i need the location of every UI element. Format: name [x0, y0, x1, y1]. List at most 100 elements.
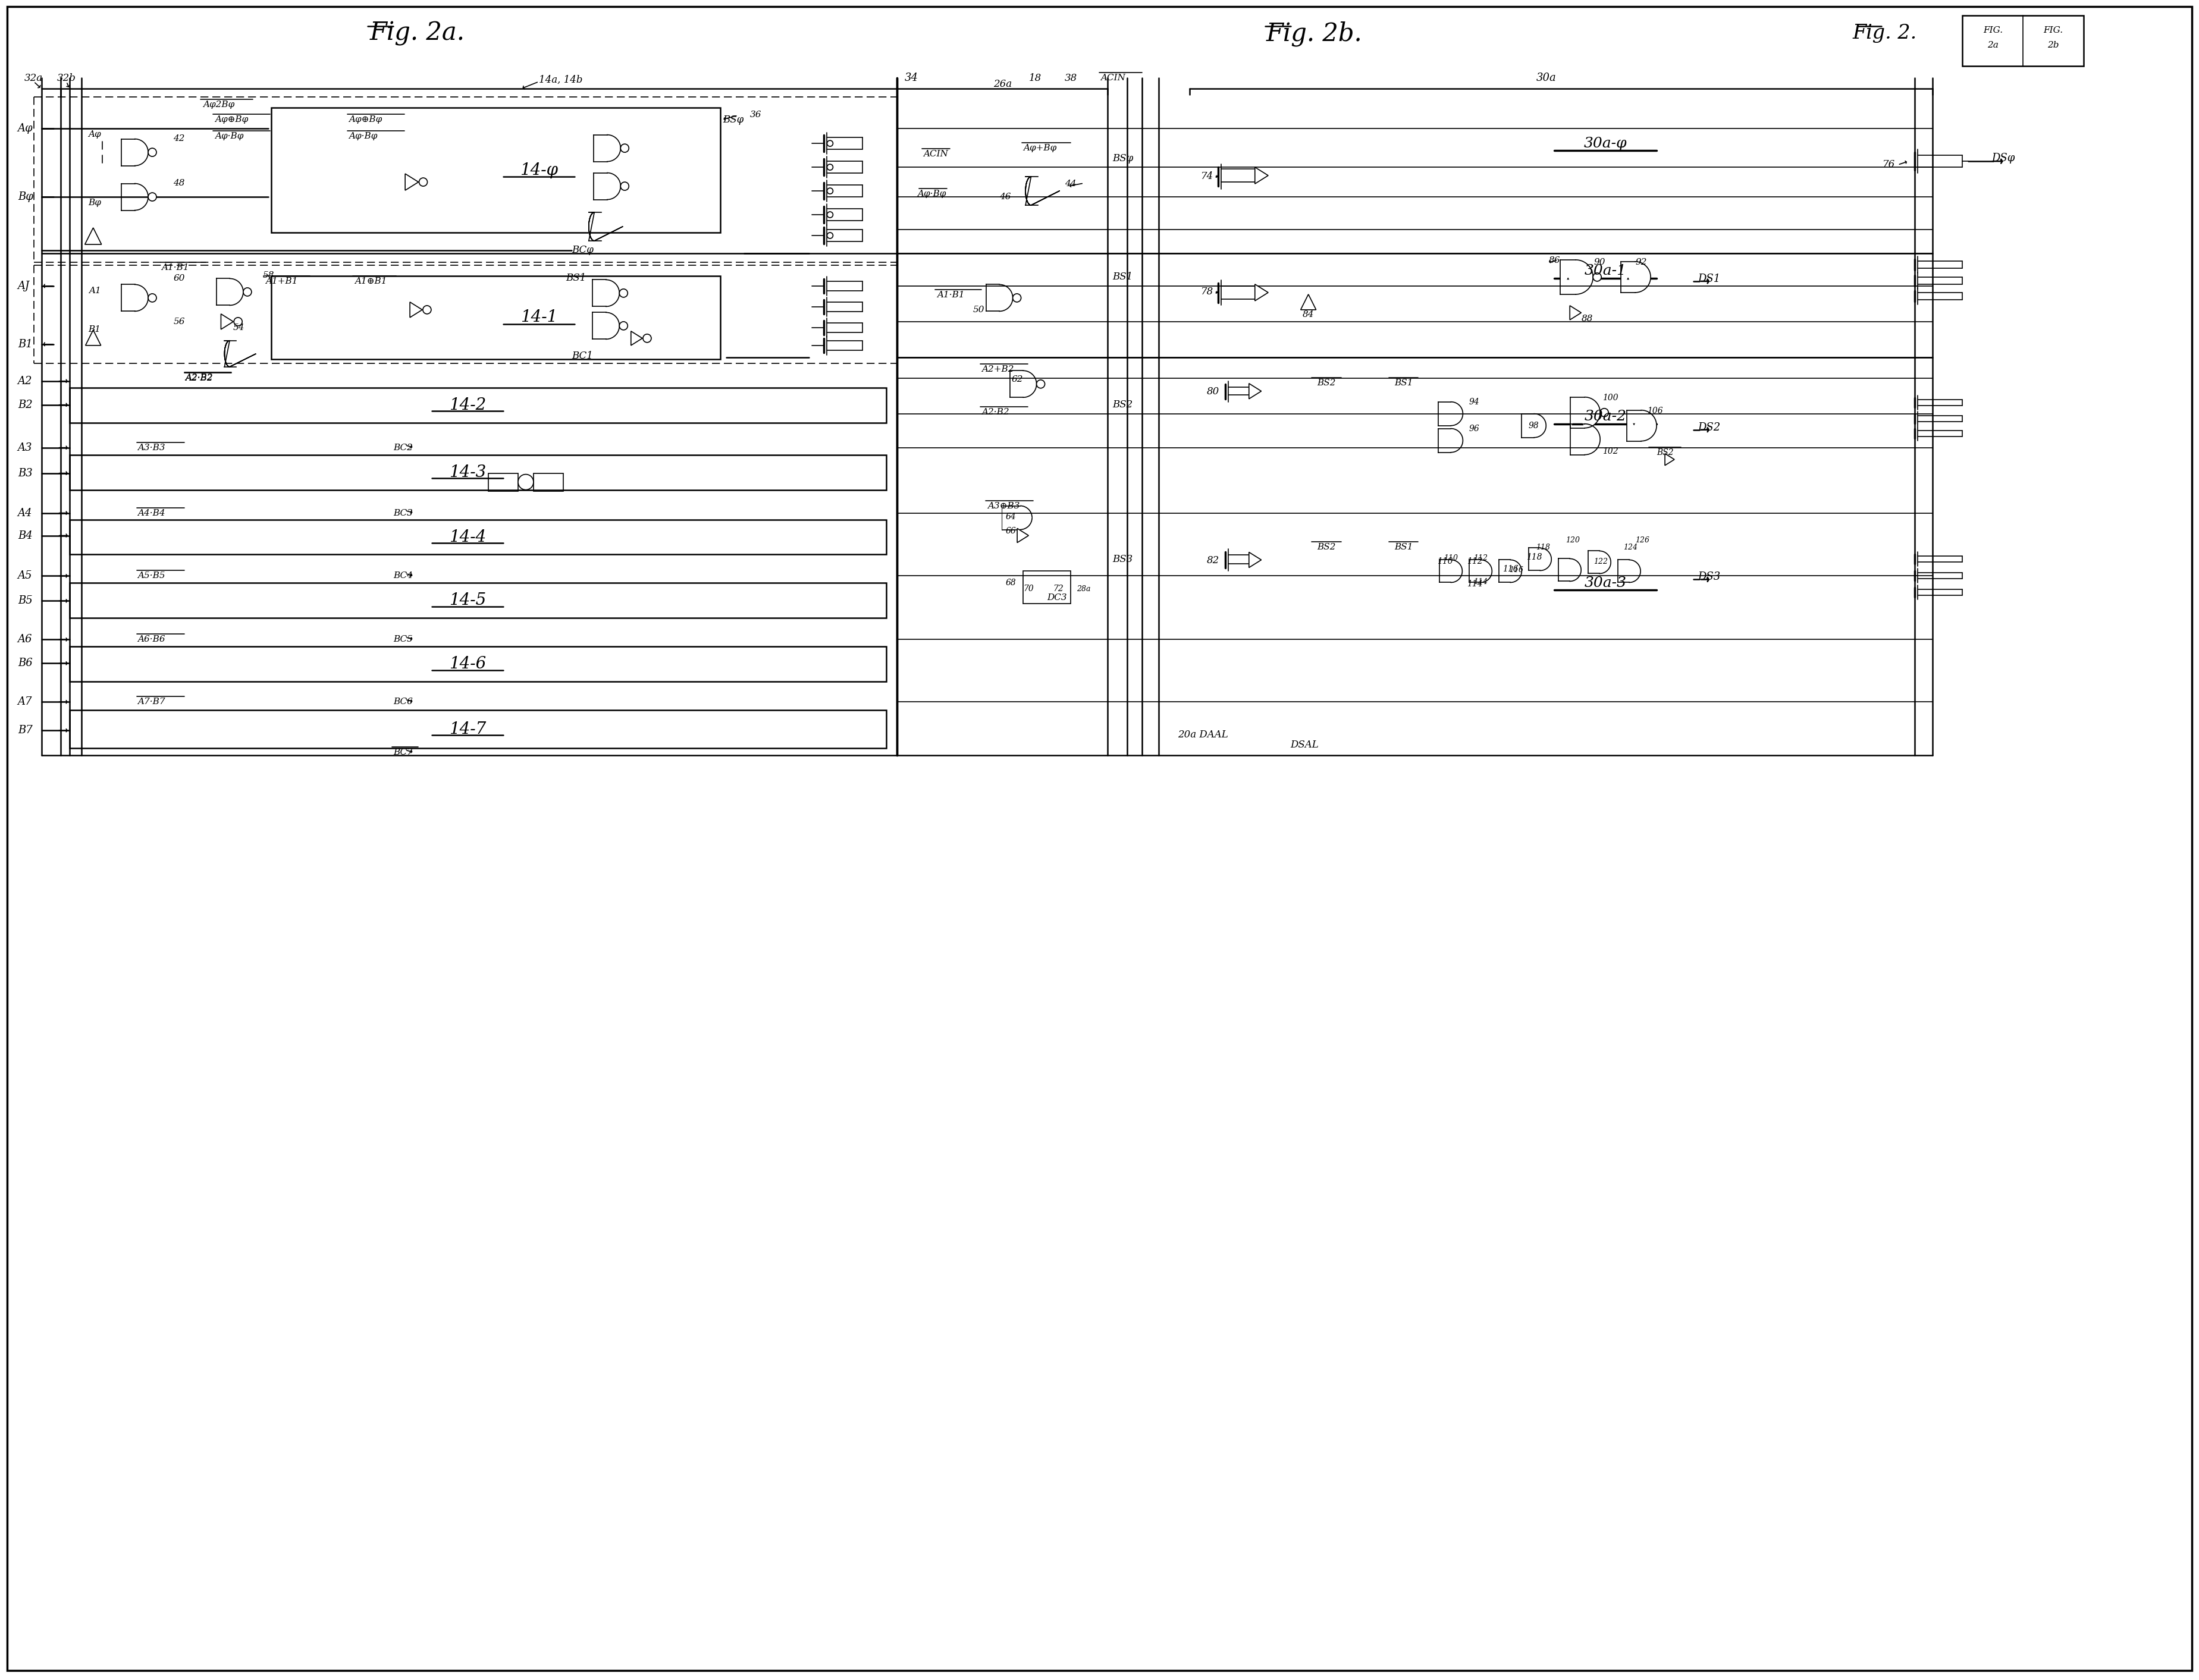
Text: Bφ: Bφ — [88, 198, 101, 207]
Text: BC4: BC4 — [394, 571, 413, 580]
Text: 112: 112 — [1467, 558, 1482, 566]
Text: 60: 60 — [174, 274, 185, 282]
Text: 118: 118 — [1535, 544, 1550, 551]
Polygon shape — [594, 134, 620, 161]
Polygon shape — [985, 284, 1014, 311]
Text: Aφ+Bφ: Aφ+Bφ — [1023, 144, 1056, 153]
Bar — [488, 474, 519, 491]
Text: ACIN: ACIN — [1100, 74, 1126, 82]
Circle shape — [1014, 294, 1020, 302]
Text: 14-7: 14-7 — [449, 721, 486, 738]
Text: DS1: DS1 — [1698, 274, 1720, 284]
Text: BS2: BS2 — [1656, 449, 1673, 457]
Polygon shape — [1665, 454, 1673, 465]
Text: A2+B2: A2+B2 — [981, 365, 1014, 373]
Text: 14-4: 14-4 — [449, 529, 486, 544]
Text: B1: B1 — [88, 326, 101, 334]
Text: 42: 42 — [174, 134, 185, 143]
Text: 80: 80 — [1207, 386, 1218, 396]
Text: A1·B1: A1·B1 — [937, 291, 965, 299]
Polygon shape — [1618, 559, 1640, 583]
Circle shape — [827, 141, 833, 146]
Polygon shape — [1469, 559, 1491, 583]
Text: Aφ⊕Bφ: Aφ⊕Bφ — [350, 116, 383, 124]
Text: A1+B1: A1+B1 — [266, 277, 297, 286]
Polygon shape — [594, 173, 620, 200]
Polygon shape — [589, 212, 622, 240]
Text: BS2: BS2 — [1317, 543, 1335, 551]
Text: 92: 92 — [1636, 259, 1647, 267]
Polygon shape — [1588, 551, 1612, 573]
Circle shape — [422, 306, 431, 314]
Text: Fig. 2a.: Fig. 2a. — [369, 22, 464, 45]
Polygon shape — [1300, 294, 1315, 309]
Text: Aφ: Aφ — [18, 123, 33, 134]
Text: 88: 88 — [1581, 314, 1594, 323]
Text: 56: 56 — [174, 318, 185, 326]
Text: BC7: BC7 — [394, 748, 413, 756]
Polygon shape — [216, 279, 244, 306]
Circle shape — [1036, 380, 1045, 388]
Text: 14-6: 14-6 — [449, 657, 486, 672]
Circle shape — [827, 188, 833, 193]
Text: BC3: BC3 — [394, 509, 413, 517]
Text: DC3: DC3 — [1047, 593, 1067, 601]
Text: A1⊕B1: A1⊕B1 — [354, 277, 387, 286]
Text: A3: A3 — [18, 442, 33, 454]
Text: BSφ: BSφ — [723, 114, 743, 124]
Text: FIG.: FIG. — [2043, 27, 2063, 35]
Text: BC2: BC2 — [394, 444, 413, 452]
Polygon shape — [121, 284, 147, 311]
Circle shape — [519, 474, 534, 491]
Bar — [270, 276, 719, 360]
Text: 14-2: 14-2 — [449, 396, 486, 413]
Text: 54: 54 — [233, 324, 244, 331]
Text: BS1: BS1 — [1113, 272, 1132, 282]
Circle shape — [420, 178, 427, 186]
Bar — [70, 519, 886, 554]
Text: 98: 98 — [1528, 422, 1539, 430]
Polygon shape — [1528, 548, 1552, 571]
Text: Aφ2Bφ: Aφ2Bφ — [202, 101, 235, 109]
Text: 28a: 28a — [1078, 585, 1091, 593]
Text: A3⊕B3: A3⊕B3 — [987, 502, 1020, 511]
Text: Aφ⊕Bφ: Aφ⊕Bφ — [216, 116, 248, 124]
Text: 94: 94 — [1469, 398, 1480, 407]
Polygon shape — [1570, 396, 1601, 428]
Text: 114: 114 — [1473, 578, 1489, 586]
Polygon shape — [1570, 306, 1581, 319]
Text: 126: 126 — [1636, 536, 1649, 544]
Bar — [270, 108, 719, 232]
Text: 64: 64 — [1005, 512, 1016, 521]
Text: 110: 110 — [1438, 558, 1454, 566]
Text: A4: A4 — [18, 507, 33, 519]
Text: B1: B1 — [18, 339, 33, 349]
Polygon shape — [409, 302, 422, 318]
Text: BS1: BS1 — [1394, 378, 1412, 386]
Text: 112: 112 — [1473, 554, 1489, 563]
Polygon shape — [86, 228, 101, 244]
Polygon shape — [1249, 383, 1262, 398]
Polygon shape — [1438, 402, 1462, 425]
Text: BS3: BS3 — [1113, 554, 1132, 564]
Polygon shape — [1570, 423, 1601, 455]
Polygon shape — [1522, 413, 1546, 437]
Text: 120: 120 — [1566, 536, 1579, 544]
Text: Aφ·Bφ: Aφ·Bφ — [917, 190, 946, 198]
Polygon shape — [121, 183, 147, 210]
Text: BS1: BS1 — [1394, 543, 1412, 551]
Text: BCφ: BCφ — [572, 245, 594, 255]
Bar — [70, 647, 886, 682]
Text: B6: B6 — [18, 659, 33, 669]
Text: 2b: 2b — [2047, 42, 2058, 49]
Text: A6·B6: A6·B6 — [139, 635, 165, 643]
Text: 26a: 26a — [994, 79, 1012, 89]
Text: A7·B7: A7·B7 — [139, 697, 165, 706]
Text: Aφ: Aφ — [88, 131, 101, 139]
Text: 116: 116 — [1502, 564, 1517, 573]
Text: ACIN: ACIN — [924, 150, 948, 158]
Text: B4: B4 — [18, 531, 33, 541]
Polygon shape — [1559, 559, 1581, 581]
Text: A6: A6 — [18, 633, 33, 645]
Text: 14-φ: 14-φ — [519, 161, 559, 178]
